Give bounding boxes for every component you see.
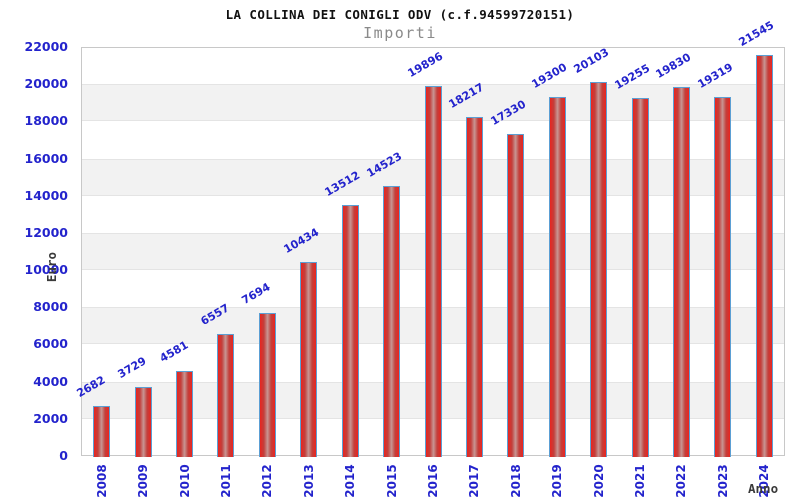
bar (673, 87, 690, 457)
x-tick-label: 2016 (426, 464, 440, 498)
y-tick-label: 12000 (24, 224, 69, 240)
y-tick-label: 20000 (24, 76, 69, 92)
bar (217, 334, 234, 457)
bar (507, 134, 524, 457)
bar (549, 97, 566, 457)
y-tick-label: 16000 (24, 150, 69, 166)
y-axis-title: Euro (44, 251, 59, 283)
x-tick-label: 2019 (550, 464, 564, 498)
chart-subtitle: Importi (363, 24, 437, 42)
y-tick-label: 2000 (33, 410, 68, 426)
x-tick-label: 2013 (302, 464, 316, 498)
bar (93, 406, 110, 457)
x-tick-label: 2018 (509, 464, 523, 498)
bar (176, 371, 193, 457)
x-tick-label: 2010 (178, 464, 192, 498)
y-tick-label: 6000 (33, 336, 68, 352)
x-tick-label: 2015 (385, 464, 399, 498)
bar (135, 387, 152, 457)
x-tick-label: 2008 (95, 464, 109, 498)
bar (590, 82, 607, 457)
bar (425, 86, 442, 457)
y-tick-label: 14000 (24, 187, 69, 203)
x-tick-label: 2023 (716, 464, 730, 498)
x-tick-label: 2022 (674, 464, 688, 498)
x-tick-label: 2011 (219, 464, 233, 498)
x-tick-label: 2020 (592, 464, 606, 498)
chart-title: LA COLLINA DEI CONIGLI ODV (c.f.94599720… (225, 7, 575, 22)
x-tick-label: 2009 (136, 464, 150, 498)
bar (714, 97, 731, 457)
x-tick-label: 2014 (343, 464, 357, 498)
y-tick-label: 10000 (24, 262, 69, 278)
y-tick-label: 4000 (33, 373, 68, 389)
y-tick-label: 18000 (24, 113, 69, 129)
bar (383, 186, 400, 457)
x-tick-label: 2012 (260, 464, 274, 498)
x-axis-title: Anno (748, 481, 779, 496)
bar (756, 55, 773, 457)
x-tick-label: 2021 (633, 464, 647, 498)
y-tick-label: 8000 (33, 299, 68, 315)
y-tick-label: 22000 (24, 39, 69, 54)
bar (632, 98, 649, 457)
bar (342, 205, 359, 457)
x-tick-label: 2017 (467, 464, 481, 498)
bar (300, 262, 317, 457)
bar (259, 313, 276, 457)
bar (466, 117, 483, 457)
y-tick-label: 0 (59, 448, 68, 463)
